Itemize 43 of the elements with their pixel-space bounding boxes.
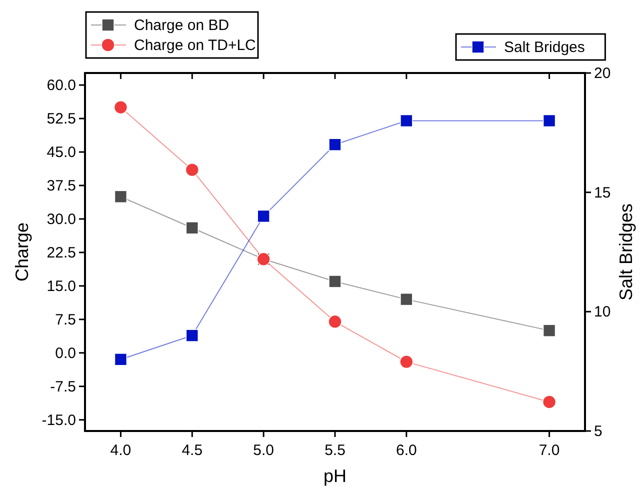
point [542,324,556,337]
x-axis-title: pH [323,466,347,486]
y-tick-label: 22.5 [46,244,76,262]
y-tick-label: 37.5 [46,177,76,194]
x-tick-label: 5.0 [253,442,274,459]
x-tick-label: 4.5 [182,442,203,459]
point [186,221,199,234]
point [257,210,270,223]
legend-label: Charge on BD [134,17,230,34]
point [185,162,200,177]
y2-axis-title: Salt Bridges [616,203,636,301]
y-tick-label: 60.0 [46,77,76,94]
point [400,354,414,369]
point [114,353,128,366]
point [542,114,556,128]
legend-label: Charge on TD+LC [134,37,256,54]
point [328,314,342,329]
point [186,329,199,342]
y-tick-label: 52.5 [46,110,76,128]
y-axis-title: Charge [12,222,32,282]
y2-tick-label: 5 [594,423,602,440]
y-tick-label: 15.0 [46,278,76,295]
y2-tick-label: 15 [594,184,611,202]
point [400,292,413,306]
point [328,138,342,151]
y-tick-label: 30.0 [46,210,76,228]
point [114,100,128,114]
legend-label: Salt Bridges [504,39,585,56]
y-tick-label: -15.0 [42,412,76,429]
y-tick-label: -7.5 [50,378,76,396]
x-tick-label: 4.0 [110,442,132,459]
x-tick-label: 6.0 [396,442,417,459]
point [328,275,342,288]
x-tick-label: 7.0 [538,442,560,459]
y-tick-label: 45.0 [46,144,76,162]
point [542,395,556,409]
y-tick-label: 7.5 [55,311,76,328]
y2-tick-label: 20 [594,65,611,82]
point [114,190,128,204]
point [400,114,413,128]
x-tick-label: 5.5 [324,442,346,459]
y2-tick-label: 10 [594,304,611,321]
y-tick-label: 0.0 [55,344,76,362]
